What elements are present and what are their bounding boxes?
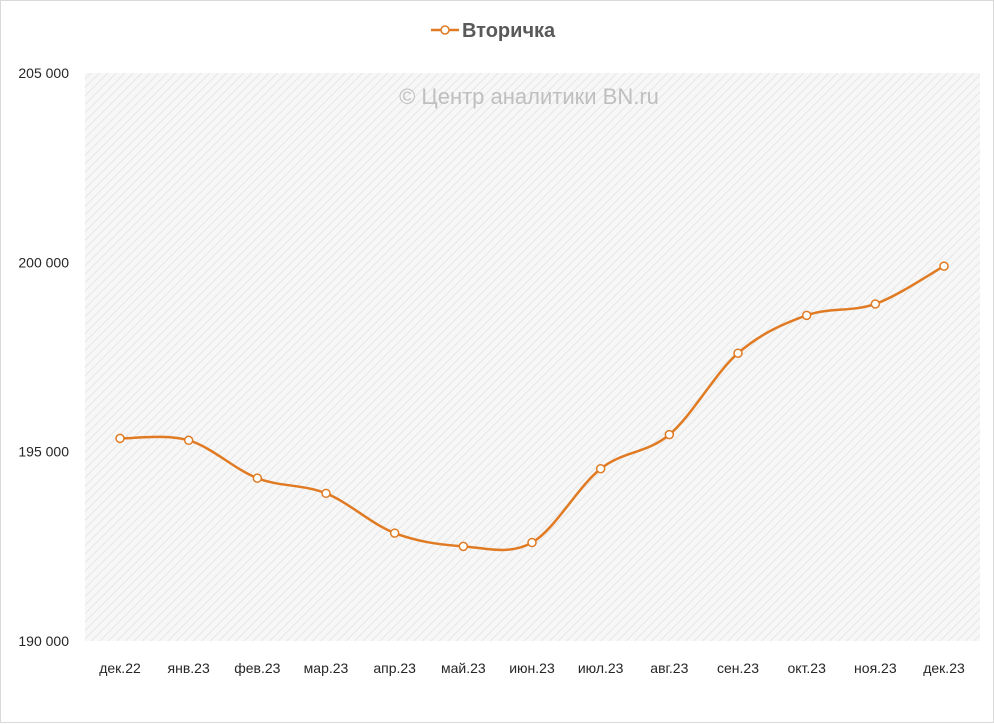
data-point — [733, 348, 743, 358]
watermark: © Центр аналитики BN.ru — [399, 84, 659, 109]
x-tick-label: апр.23 — [373, 660, 416, 676]
y-tick-label: 195 000 — [18, 444, 69, 460]
data-point — [115, 433, 125, 444]
data-point — [321, 488, 331, 499]
y-axis-ticks: 190 000 195 000 200 000 205 000 — [18, 65, 69, 649]
x-tick-label: май.23 — [441, 660, 486, 676]
data-point — [595, 463, 606, 474]
x-tick-label: авг.23 — [650, 660, 688, 676]
x-tick-label: дек.22 — [99, 660, 141, 676]
x-tick-label: янв.23 — [168, 660, 210, 676]
data-point — [939, 261, 949, 271]
x-tick-label: мар.23 — [304, 660, 349, 676]
data-point — [389, 528, 400, 538]
x-tick-label: фев.23 — [234, 660, 280, 676]
data-point — [527, 537, 537, 548]
plot-area — [85, 73, 980, 641]
legend-circle-marker — [440, 25, 450, 35]
y-tick-label: 190 000 — [18, 633, 69, 649]
data-point — [801, 310, 812, 321]
x-tick-label: окт.23 — [787, 660, 826, 676]
x-tick-label: дек.23 — [923, 660, 965, 676]
x-tick-label: июн.23 — [509, 660, 555, 676]
y-tick-label: 200 000 — [18, 254, 69, 270]
data-point — [458, 541, 469, 552]
x-tick-label: ноя.23 — [854, 660, 897, 676]
data-point — [870, 299, 881, 309]
x-tick-label: июл.23 — [578, 660, 624, 676]
y-tick-label: 205 000 — [18, 65, 69, 81]
series-vtorichka — [115, 261, 949, 552]
data-point — [183, 435, 194, 446]
data-point — [664, 429, 675, 440]
x-tick-label: сен.23 — [717, 660, 759, 676]
legend: Вторичка — [431, 20, 556, 42]
data-point — [252, 473, 263, 483]
legend-label: Вторичка — [462, 20, 556, 42]
x-axis-ticks: дек.22 янв.23 фев.23 мар.23 апр.23 май.23 июн.… — [99, 660, 965, 676]
